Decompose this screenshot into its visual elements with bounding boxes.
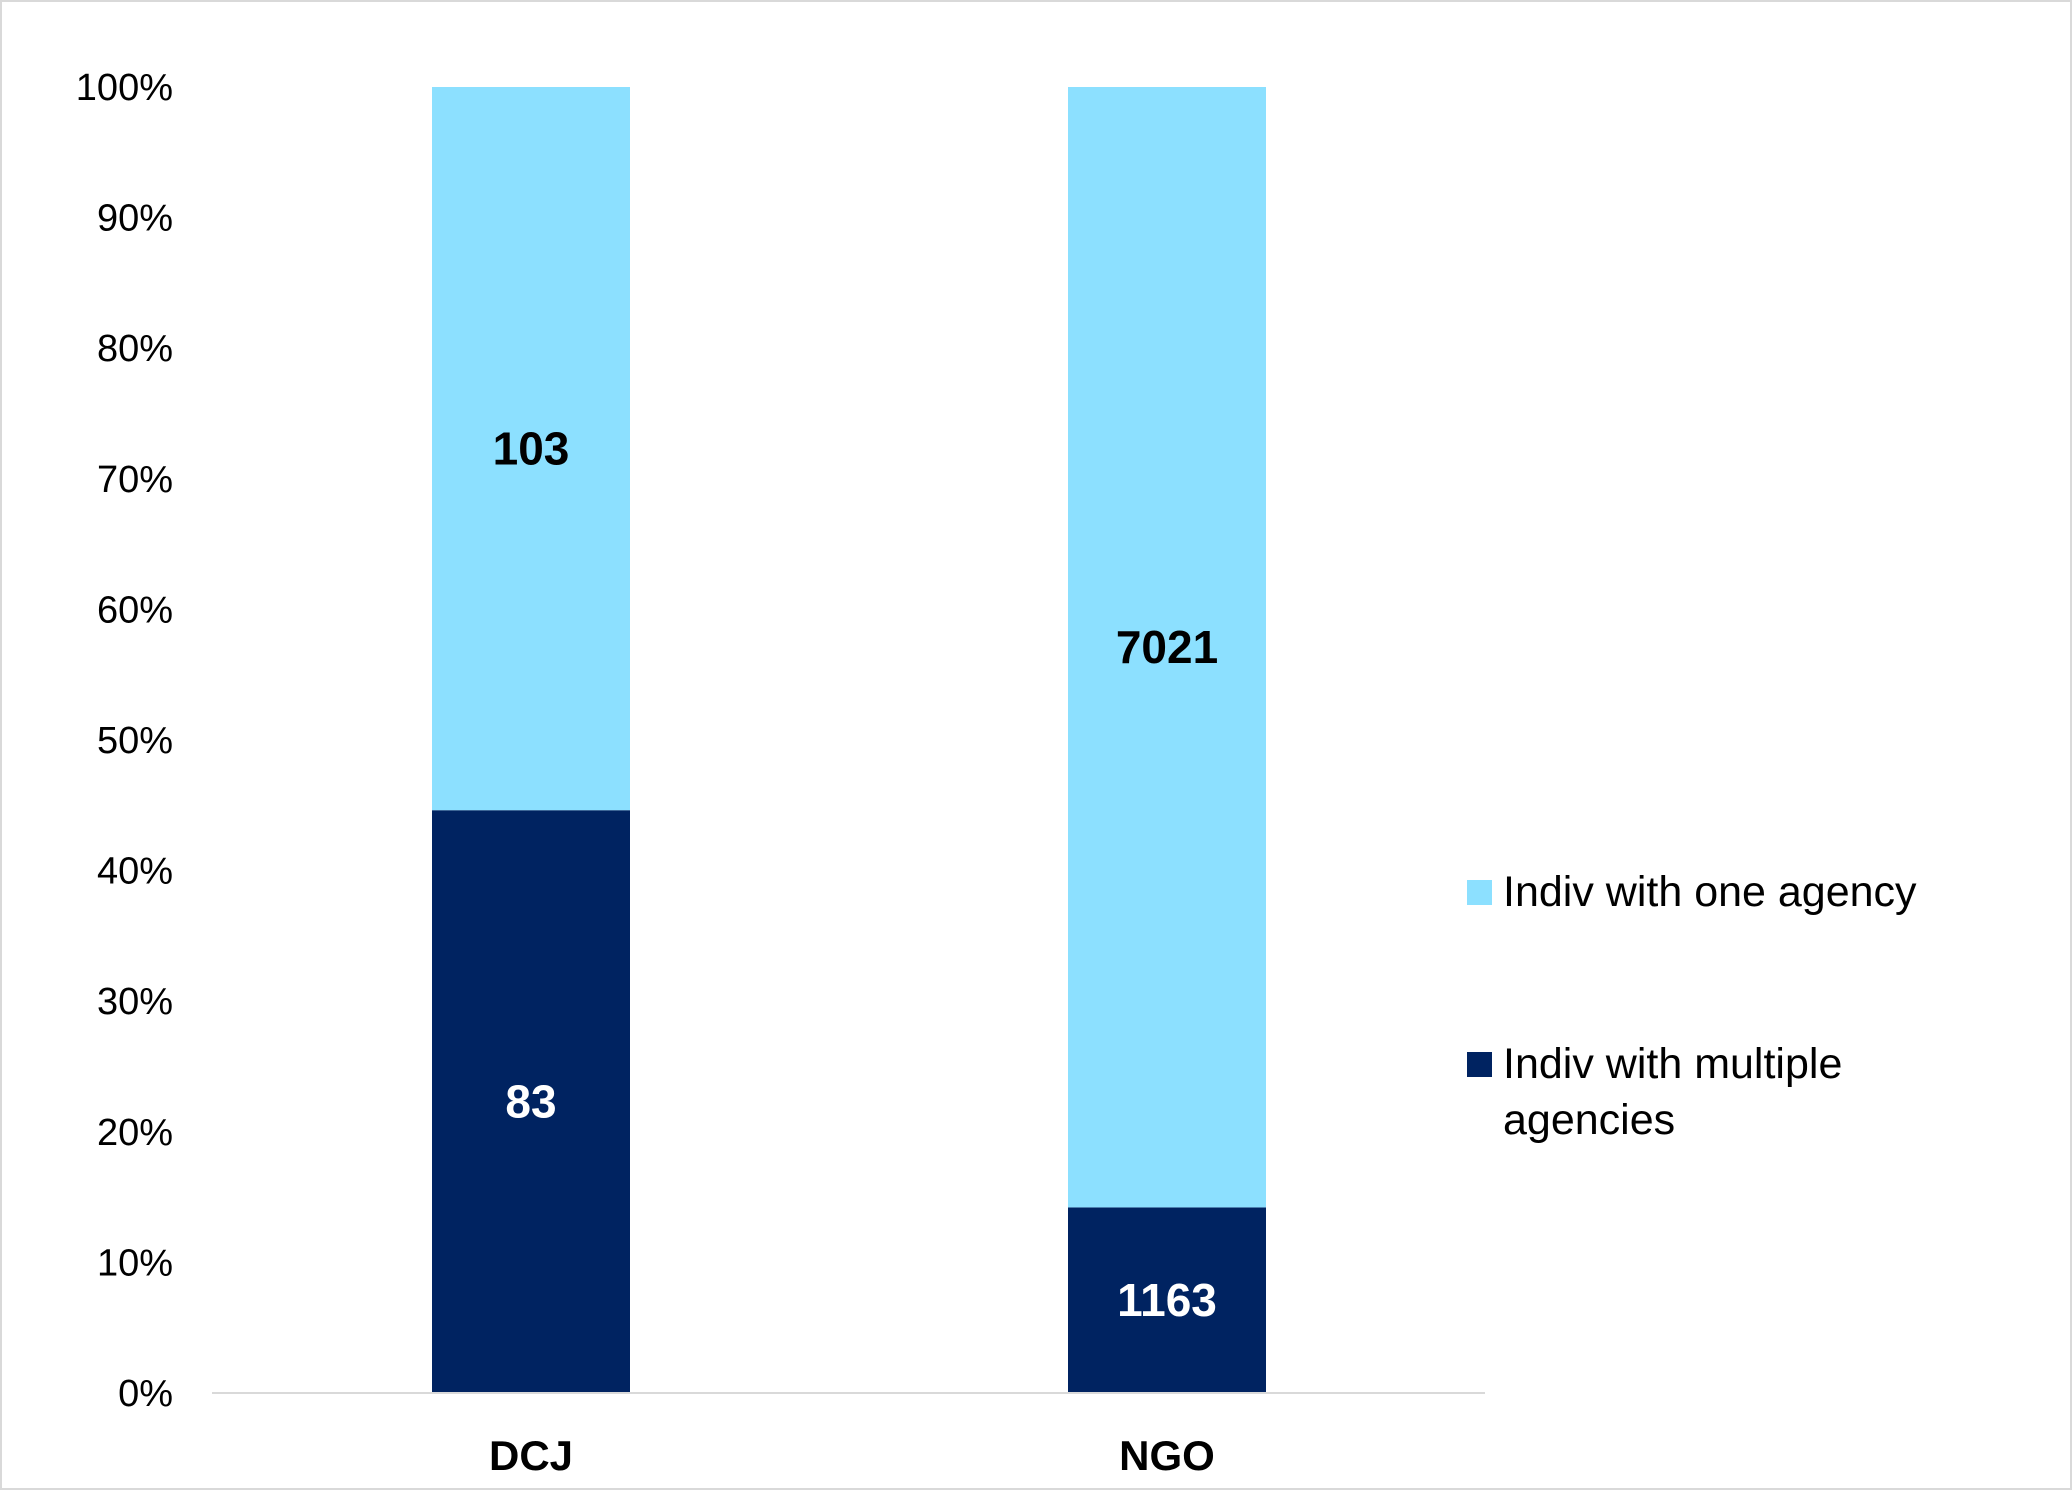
legend: Indiv with one agency Indiv with multiple… <box>1467 868 1917 1144</box>
y-tick-label: 50% <box>97 720 173 762</box>
legend-label: agencies <box>1503 1096 1675 1144</box>
y-tick-label: 90% <box>97 198 173 240</box>
bar-segment-dcj-series-1 <box>432 87 630 811</box>
data-label: 83 <box>505 1076 556 1128</box>
bar-segment-ngo-series-1 <box>1068 87 1266 1208</box>
y-tick-label: 20% <box>97 1112 173 1154</box>
legend-label: Indiv with multiple <box>1503 1040 1842 1088</box>
x-category-label: NGO <box>1119 1432 1215 1479</box>
legend-swatch <box>1467 880 1492 905</box>
y-axis: 0% 10% 20% 30% 40% 50% 60% 70% 80% 90% 100% <box>76 67 173 1415</box>
bar-segment-ngo-series-0 <box>1068 1207 1266 1393</box>
x-category-label: DCJ <box>489 1432 573 1479</box>
data-label: 103 <box>493 423 570 475</box>
data-label: 7021 <box>1116 621 1218 673</box>
legend-swatch <box>1467 1052 1492 1077</box>
bars: 83 103 1163 7021 <box>432 87 1266 1393</box>
y-tick-label: 40% <box>97 851 173 893</box>
legend-label: Indiv with one agency <box>1503 868 1917 916</box>
data-label: 1163 <box>1117 1274 1217 1326</box>
y-tick-label: 30% <box>97 981 173 1023</box>
y-tick-label: 100% <box>76 67 173 109</box>
bar-segment-dcj-series-0 <box>432 810 630 1393</box>
y-tick-label: 0% <box>118 1373 173 1415</box>
y-tick-label: 60% <box>97 589 173 631</box>
y-tick-label: 80% <box>97 328 173 370</box>
x-axis: DCJ NGO <box>212 1392 1485 1479</box>
y-tick-label: 10% <box>97 1242 173 1284</box>
y-tick-label: 70% <box>97 459 173 501</box>
